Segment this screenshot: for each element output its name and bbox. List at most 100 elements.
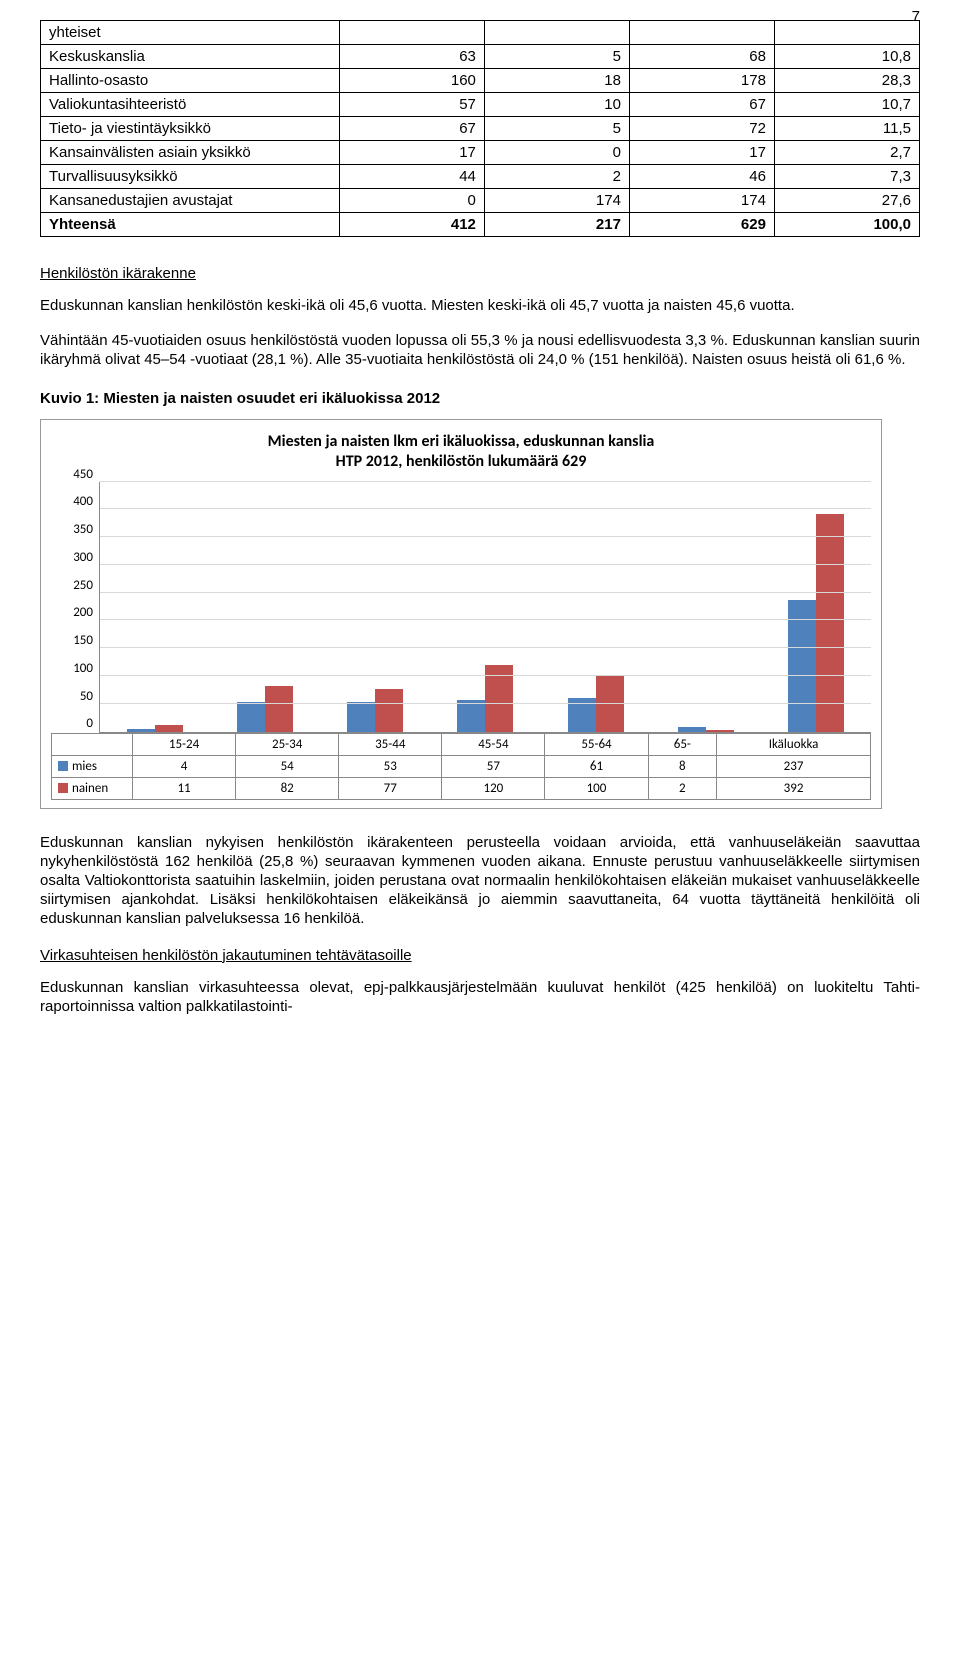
chart-cell: 392 xyxy=(717,777,871,799)
table-row: Turvallisuusyksikkö442467,3 xyxy=(41,165,920,189)
chart-table-header: 15-2425-3435-4445-5455-6465-Ikäluokka xyxy=(52,733,871,755)
chart-col-header: 55-64 xyxy=(545,733,648,755)
cell-c4: 10,8 xyxy=(774,45,919,69)
cell-c3: 17 xyxy=(629,141,774,165)
cell-label: Yhteensä xyxy=(41,213,340,237)
chart-col-header: 35-44 xyxy=(339,733,442,755)
cell-c4: 2,7 xyxy=(774,141,919,165)
chart-col-header: 25-34 xyxy=(236,733,339,755)
bar-male xyxy=(457,700,485,732)
chart-caption: Kuvio 1: Miesten ja naisten osuudet eri … xyxy=(40,390,920,407)
chart-series-label: mies xyxy=(52,755,133,777)
chart-cell: 2 xyxy=(648,777,717,799)
bar-male xyxy=(237,702,265,732)
chart-y-axis: 050100150200250300350400450 xyxy=(51,482,99,732)
bar-female xyxy=(706,730,734,731)
cell-c3: 46 xyxy=(629,165,774,189)
cell-c2: 5 xyxy=(484,45,629,69)
bar-male xyxy=(678,727,706,731)
para-levels: Eduskunnan kanslian virkasuhteessa oleva… xyxy=(40,978,920,1016)
table-row: Valiokuntasihteeristö57106710,7 xyxy=(41,93,920,117)
cell-c1: 67 xyxy=(339,117,484,141)
cell-c2: 10 xyxy=(484,93,629,117)
chart-title: Miesten ja naisten lkm eri ikäluokissa, … xyxy=(51,432,871,472)
chart-cell: 237 xyxy=(717,755,871,777)
chart-title-line2: HTP 2012, henkilöstön lukumäärä 629 xyxy=(336,452,587,471)
table-row: Keskuskanslia6356810,8 xyxy=(41,45,920,69)
cell-c3: 178 xyxy=(629,69,774,93)
chart-plot-area xyxy=(99,482,871,733)
chart-cell: 8 xyxy=(648,755,717,777)
cell-label: Kansainvälisten asiain yksikkö xyxy=(41,141,340,165)
chart-table-row: mies4545357618237 xyxy=(52,755,871,777)
chart-bar-group xyxy=(430,482,540,732)
chart-cell: 53 xyxy=(339,755,442,777)
cell-c3: 68 xyxy=(629,45,774,69)
para-after-chart: Eduskunnan kanslian nykyisen henkilöstön… xyxy=(40,833,920,929)
cell-c1: 0 xyxy=(339,189,484,213)
chart-table-row: nainen1182771201002392 xyxy=(52,777,871,799)
cell-c2: 174 xyxy=(484,189,629,213)
table-row: Kansanedustajien avustajat017417427,6 xyxy=(41,189,920,213)
cell-label: Kansanedustajien avustajat xyxy=(41,189,340,213)
cell-c3: 72 xyxy=(629,117,774,141)
cell-label: Valiokuntasihteeristö xyxy=(41,93,340,117)
heading-age-structure: Henkilöstön ikärakenne xyxy=(40,265,920,282)
chart-title-line1: Miesten ja naisten lkm eri ikäluokissa, … xyxy=(268,432,655,451)
cell-c4: 28,3 xyxy=(774,69,919,93)
chart-col-header: 15-24 xyxy=(133,733,236,755)
heading-levels: Virkasuhteisen henkilöstön jakautuminen … xyxy=(40,947,920,964)
cell-c4 xyxy=(774,21,919,45)
bar-female xyxy=(155,725,183,731)
page-number: 7 xyxy=(912,8,920,25)
chart-cell: 100 xyxy=(545,777,648,799)
cell-c4: 27,6 xyxy=(774,189,919,213)
cell-c3: 174 xyxy=(629,189,774,213)
cell-c3: 67 xyxy=(629,93,774,117)
chart-bar-group xyxy=(210,482,320,732)
chart-cell: 57 xyxy=(442,755,545,777)
chart-bar-group xyxy=(651,482,761,732)
bar-female xyxy=(375,689,403,732)
chart-cell: 54 xyxy=(236,755,339,777)
cell-c2: 217 xyxy=(484,213,629,237)
cell-c1: 160 xyxy=(339,69,484,93)
table-row: Tieto- ja viestintäyksikkö6757211,5 xyxy=(41,117,920,141)
chart-bar-group xyxy=(320,482,430,732)
cell-c1: 17 xyxy=(339,141,484,165)
chart-data-table: 15-2425-3435-4445-5455-6465-Ikäluokkamie… xyxy=(51,733,871,800)
cell-c2: 2 xyxy=(484,165,629,189)
cell-c1: 412 xyxy=(339,213,484,237)
para-age-2: Vähintään 45-vuotiaiden osuus henkilöstö… xyxy=(40,331,920,369)
cell-c3 xyxy=(629,21,774,45)
chart-cell: 82 xyxy=(236,777,339,799)
para-age-1: Eduskunnan kanslian henkilöstön keski-ik… xyxy=(40,296,920,315)
cell-c1: 63 xyxy=(339,45,484,69)
bar-male xyxy=(127,729,155,731)
chart-cell: 11 xyxy=(133,777,236,799)
chart-bar-group xyxy=(541,482,651,732)
legend-swatch xyxy=(58,761,68,771)
cell-label: yhteiset xyxy=(41,21,340,45)
chart-series-label: nainen xyxy=(52,777,133,799)
cell-c4: 7,3 xyxy=(774,165,919,189)
cell-c1: 44 xyxy=(339,165,484,189)
table-row-total: Yhteensä412217629100,0 xyxy=(41,213,920,237)
table-row: Kansainvälisten asiain yksikkö170172,7 xyxy=(41,141,920,165)
cell-label: Turvallisuusyksikkö xyxy=(41,165,340,189)
cell-c2: 0 xyxy=(484,141,629,165)
cell-label: Tieto- ja viestintäyksikkö xyxy=(41,117,340,141)
table-row: yhteiset xyxy=(41,21,920,45)
table-row: Hallinto-osasto1601817828,3 xyxy=(41,69,920,93)
cell-c1 xyxy=(339,21,484,45)
cell-c2: 18 xyxy=(484,69,629,93)
chart-col-header: 45-54 xyxy=(442,733,545,755)
cell-c2: 5 xyxy=(484,117,629,141)
bar-female xyxy=(265,686,293,732)
staff-table: yhteisetKeskuskanslia6356810,8Hallinto-o… xyxy=(40,20,920,237)
chart-cell: 61 xyxy=(545,755,648,777)
chart-cell: 120 xyxy=(442,777,545,799)
chart-col-header: 65- xyxy=(648,733,717,755)
cell-c1: 57 xyxy=(339,93,484,117)
bar-male xyxy=(347,702,375,731)
